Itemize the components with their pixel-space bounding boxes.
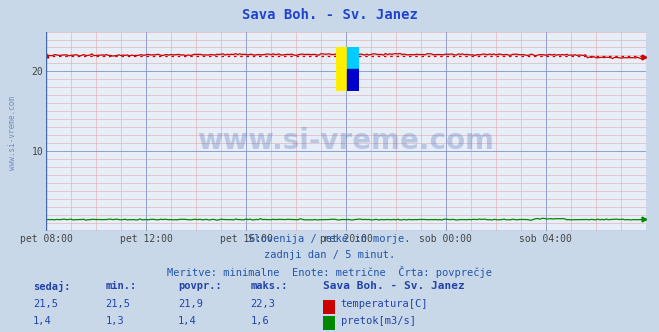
Text: sedaj:: sedaj: — [33, 281, 71, 291]
Text: 22,3: 22,3 — [250, 299, 275, 309]
Polygon shape — [336, 47, 347, 91]
Text: Sava Boh. - Sv. Janez: Sava Boh. - Sv. Janez — [242, 8, 417, 22]
Text: Sava Boh. - Sv. Janez: Sava Boh. - Sv. Janez — [323, 281, 465, 290]
Text: pretok[m3/s]: pretok[m3/s] — [341, 316, 416, 326]
Text: 21,5: 21,5 — [105, 299, 130, 309]
Text: Meritve: minimalne  Enote: metrične  Črta: povprečje: Meritve: minimalne Enote: metrične Črta:… — [167, 266, 492, 278]
Text: maks.:: maks.: — [250, 281, 288, 290]
Text: 21,5: 21,5 — [33, 299, 58, 309]
Text: www.si-vreme.com: www.si-vreme.com — [8, 96, 17, 170]
Text: Slovenija / reke in morje.: Slovenija / reke in morje. — [248, 234, 411, 244]
Text: temperatura[C]: temperatura[C] — [341, 299, 428, 309]
Text: 1,4: 1,4 — [33, 316, 51, 326]
Polygon shape — [347, 69, 358, 91]
Text: 21,9: 21,9 — [178, 299, 203, 309]
Text: www.si-vreme.com: www.si-vreme.com — [198, 127, 494, 155]
Text: 1,3: 1,3 — [105, 316, 124, 326]
Text: 1,4: 1,4 — [178, 316, 196, 326]
Text: zadnji dan / 5 minut.: zadnji dan / 5 minut. — [264, 250, 395, 260]
Text: 1,6: 1,6 — [250, 316, 269, 326]
Polygon shape — [347, 47, 358, 69]
Text: povpr.:: povpr.: — [178, 281, 221, 290]
Text: min.:: min.: — [105, 281, 136, 290]
